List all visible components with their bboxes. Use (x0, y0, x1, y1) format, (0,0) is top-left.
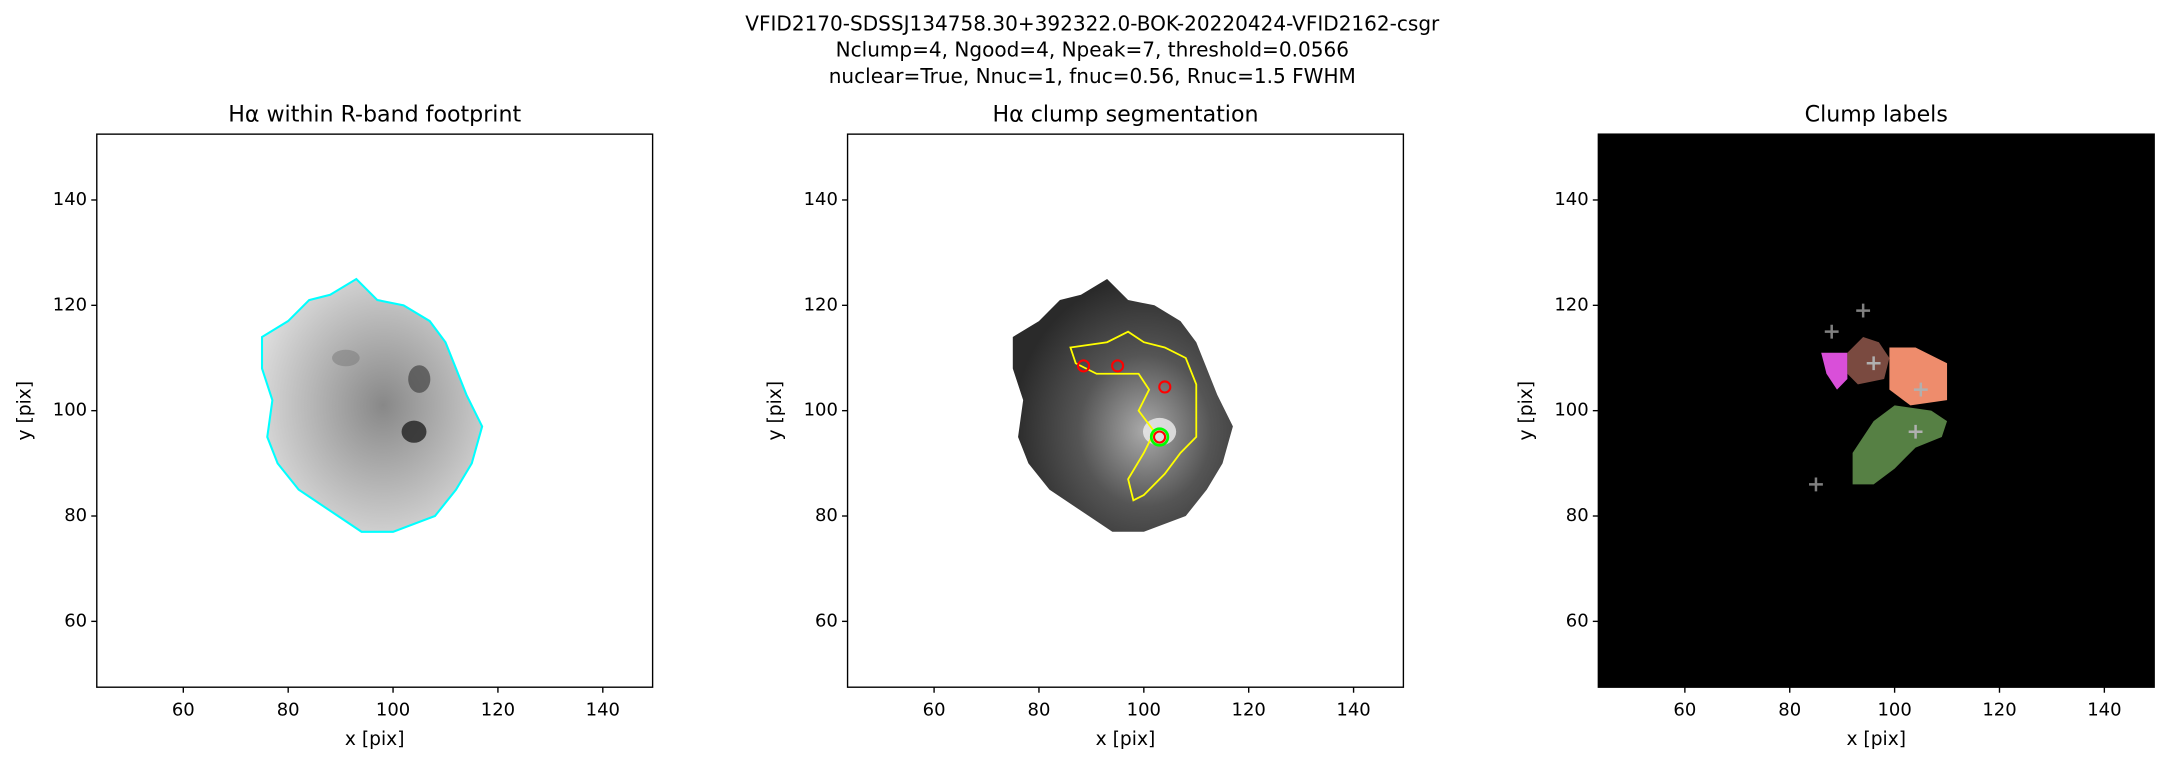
y-tick-label: 140 (1554, 189, 1588, 210)
dark-spot (408, 365, 431, 393)
marker (1824, 324, 1839, 339)
y-tick-label: 60 (1566, 610, 1589, 631)
suptitle: VFID2170-SDSSJ134758.30+392322.0-BOK-202… (745, 11, 1440, 35)
y-label: y [pix] (14, 381, 35, 441)
dark-spot (332, 349, 360, 367)
y-tick-label: 60 (815, 610, 838, 631)
panel: 60 80 100 120 140 60 80 100 120 140 Hα clump segme… (765, 101, 1405, 750)
y-tick-label: 120 (1554, 294, 1588, 315)
y-tick-label: 80 (64, 505, 87, 526)
y-tick-label: 100 (804, 400, 838, 421)
y-tick-label: 120 (804, 294, 838, 315)
y-tick-label: 140 (804, 189, 838, 210)
marker (1152, 430, 1167, 444)
y-tick-label: 60 (64, 610, 87, 631)
x-tick-label: 80 (1778, 700, 1801, 721)
x-label: x [pix] (1846, 729, 1906, 750)
halpha-image (262, 279, 483, 532)
clump (1847, 336, 1890, 385)
marker (1908, 424, 1923, 439)
x-label: x [pix] (345, 729, 405, 750)
dark-spot (401, 420, 427, 443)
y-tick-label: 80 (1566, 505, 1589, 526)
x-tick-label: 140 (586, 700, 620, 721)
x-tick-label: 120 (1982, 700, 2016, 721)
footprint-contour (260, 277, 484, 533)
suptitle: nuclear=True, Nnuc=1, fnuc=0.56, Rnuc=1.… (829, 64, 1356, 88)
axes-background (1598, 134, 2155, 688)
marker (1076, 359, 1091, 373)
marker (1149, 427, 1170, 447)
axes-title: Clump labels (1805, 101, 1948, 127)
suptitle: Nclump=4, Ngood=4, Npeak=7, threshold=0.… (836, 38, 1349, 62)
x-label: x [pix] (1096, 729, 1156, 750)
marker (1866, 356, 1881, 371)
panel: 60 80 100 120 140 60 80 100 120 140 Hα within R-ba… (14, 101, 654, 750)
marker (1111, 359, 1125, 373)
clump-contour (1069, 330, 1198, 502)
x-tick-label: 140 (2087, 700, 2121, 721)
x-tick-label: 100 (1877, 700, 1911, 721)
axes-title: Hα clump segmentation (992, 101, 1258, 127)
y-tick-label: 120 (53, 294, 87, 315)
marker (1809, 477, 1823, 492)
axes-title: Hα within R-band footprint (228, 101, 521, 127)
halpha-image (1012, 279, 1233, 532)
x-tick-label: 80 (1028, 700, 1051, 721)
x-tick-label: 100 (376, 700, 410, 721)
marker (1856, 303, 1871, 318)
marker (1913, 382, 1928, 397)
x-tick-label: 60 (172, 700, 195, 721)
x-tick-label: 80 (277, 700, 300, 721)
x-tick-label: 100 (1127, 700, 1161, 721)
clump (1852, 405, 1948, 485)
y-tick-label: 140 (53, 189, 87, 210)
marker (1158, 380, 1172, 394)
x-tick-label: 120 (1232, 700, 1266, 721)
y-tick-label: 100 (53, 400, 87, 421)
clump (1821, 352, 1848, 390)
panel: 60 80 100 120 140 60 80 100 120 140 Clump labels x … (1516, 101, 2155, 750)
clump (1889, 347, 1948, 406)
x-tick-label: 140 (1336, 700, 1370, 721)
y-tick-label: 80 (815, 505, 838, 526)
x-tick-label: 60 (923, 700, 946, 721)
y-label: y [pix] (1516, 381, 1537, 441)
y-label: y [pix] (765, 381, 786, 441)
x-tick-label: 60 (1673, 700, 1696, 721)
y-tick-label: 100 (1554, 400, 1588, 421)
x-tick-label: 120 (481, 700, 515, 721)
